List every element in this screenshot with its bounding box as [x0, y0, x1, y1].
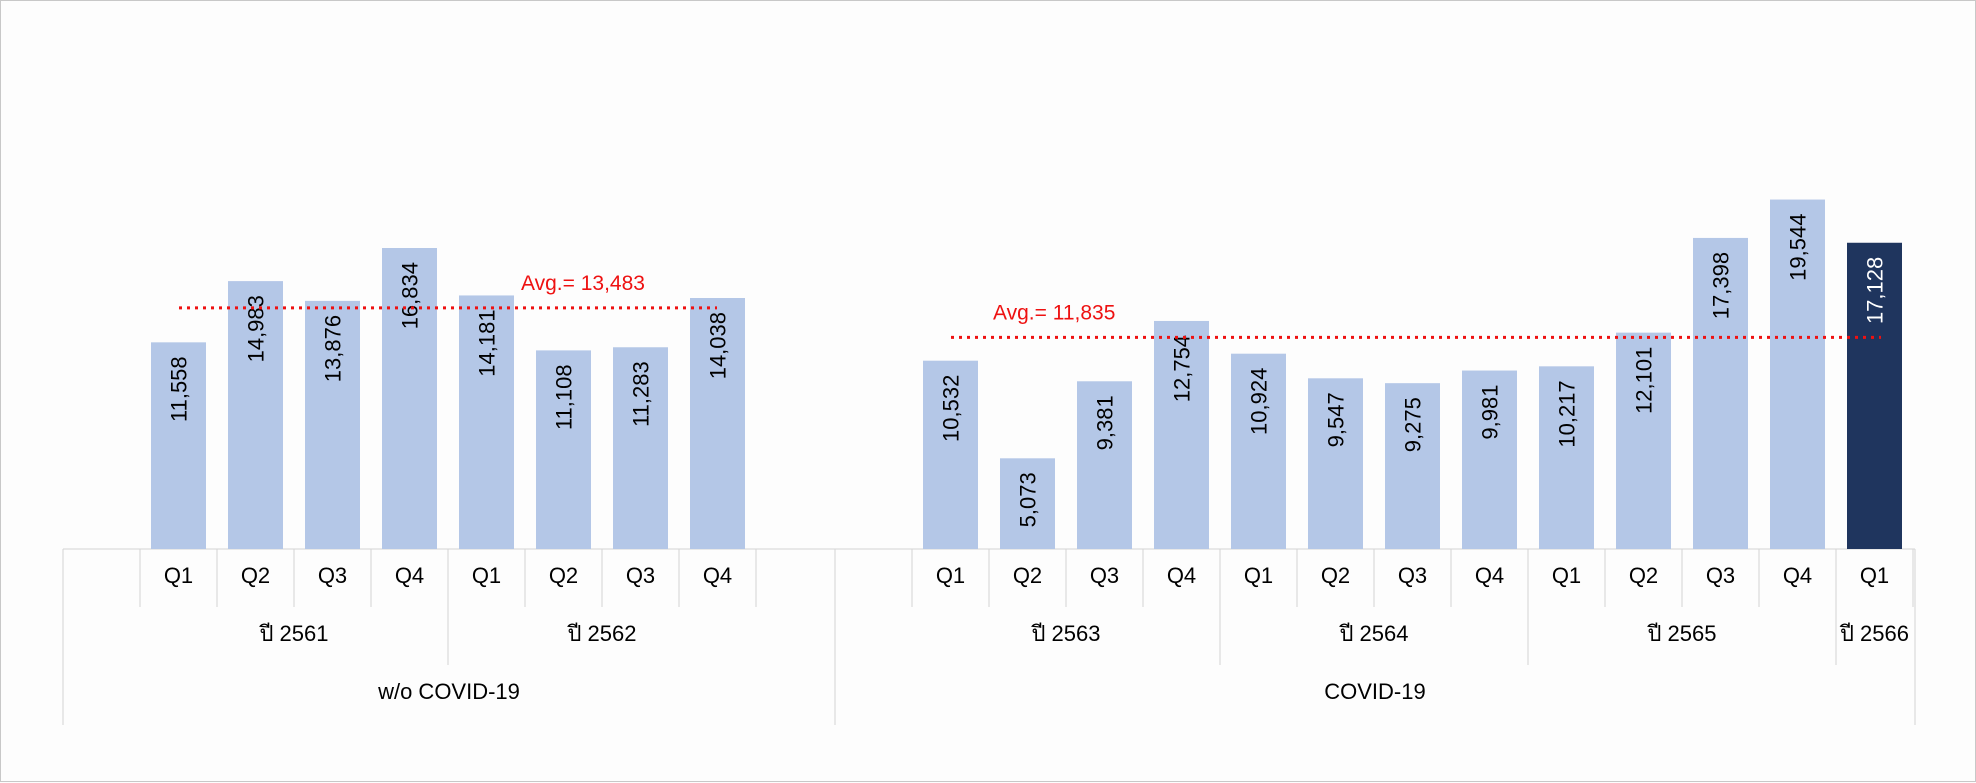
data-label: 17,128 [1863, 257, 1888, 324]
bar [1847, 242, 1902, 550]
data-label: 16,834 [398, 262, 423, 329]
group-label: COVID-19 [1324, 679, 1425, 704]
data-label: 10,924 [1247, 368, 1272, 435]
data-label: 14,983 [244, 295, 269, 362]
x-tick-label: Q4 [1167, 563, 1196, 588]
x-tick-label: Q3 [626, 563, 655, 588]
bar [690, 298, 745, 549]
x-tick-label: Q1 [1860, 563, 1889, 588]
data-label: 11,108 [552, 364, 577, 430]
x-tick-label: Q3 [1398, 563, 1427, 588]
data-label: 9,547 [1324, 392, 1349, 447]
data-label: 12,754 [1170, 335, 1195, 402]
x-tick-label: Q1 [164, 563, 193, 588]
bar [1077, 381, 1132, 549]
bar [459, 295, 514, 549]
data-label: 19,544 [1786, 214, 1811, 281]
average-label: Avg.= 11,835 [993, 301, 1115, 324]
data-label: 10,217 [1555, 380, 1580, 447]
data-label: 11,283 [629, 361, 654, 427]
x-tick-label: Q2 [1629, 563, 1658, 588]
x-tick-label: Q4 [1783, 563, 1812, 588]
bar [1539, 366, 1594, 549]
bar [1385, 383, 1440, 549]
data-label: 11,558 [167, 356, 192, 422]
group-label: w/o COVID-19 [377, 679, 520, 704]
data-label: 13,876 [321, 315, 346, 382]
x-tick-label: Q3 [1090, 563, 1119, 588]
bar [613, 347, 668, 549]
bar [151, 342, 206, 549]
data-label: 5,073 [1016, 472, 1041, 527]
year-label: ปี 2565 [1646, 621, 1716, 646]
bar [1231, 353, 1286, 549]
bar [1462, 370, 1517, 549]
x-tick-label: Q1 [1552, 563, 1581, 588]
bar [1154, 320, 1209, 549]
bar [228, 281, 283, 549]
x-tick-label: Q1 [1244, 563, 1273, 588]
data-label: 10,532 [939, 375, 964, 442]
bar [305, 300, 360, 549]
x-tick-label: Q4 [1475, 563, 1504, 588]
x-tick-label: Q2 [1321, 563, 1350, 588]
x-tick-label: Q3 [1706, 563, 1735, 588]
data-label: 12,101 [1632, 347, 1657, 414]
x-tick-label: Q1 [472, 563, 501, 588]
data-label: 9,981 [1478, 385, 1503, 440]
bar [923, 360, 978, 549]
data-label: 9,381 [1093, 395, 1118, 450]
data-label: 14,181 [475, 309, 500, 376]
bar [382, 248, 437, 549]
x-tick-label: Q3 [318, 563, 347, 588]
x-tick-label: Q1 [936, 563, 965, 588]
year-label: ปี 2564 [1338, 621, 1408, 646]
x-tick-label: Q2 [549, 563, 578, 588]
bar [1770, 199, 1825, 549]
year-label: ปี 2561 [258, 621, 328, 646]
year-label: ปี 2562 [566, 621, 636, 646]
bar [1616, 332, 1671, 549]
data-label: 9,275 [1401, 397, 1426, 452]
x-tick-label: Q2 [1013, 563, 1042, 588]
x-tick-label: Q2 [241, 563, 270, 588]
data-label: 14,038 [706, 312, 731, 379]
bar [1308, 378, 1363, 549]
bar [536, 350, 591, 549]
year-label: ปี 2563 [1030, 621, 1100, 646]
bar [1000, 458, 1055, 549]
x-tick-label: Q4 [703, 563, 732, 588]
x-tick-label: Q4 [395, 563, 424, 588]
year-label: ปี 2566 [1839, 621, 1909, 646]
average-label: Avg.= 13,483 [521, 272, 645, 295]
bar [1693, 237, 1748, 549]
data-label: 17,398 [1709, 252, 1734, 319]
